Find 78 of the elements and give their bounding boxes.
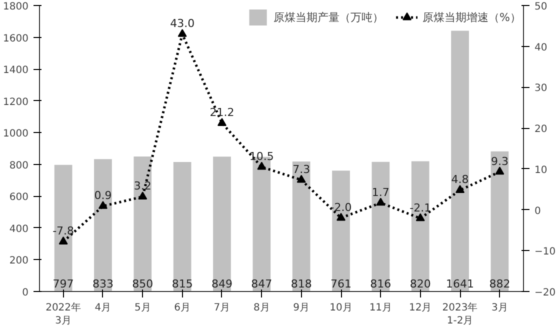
point [217,118,226,126]
x-tick-label: 11月 [369,302,392,314]
point [495,166,504,175]
data-label: -7.8 [52,224,74,238]
data-label: 833 [92,278,114,290]
data-label: -2.1 [410,201,432,214]
y-tick-label: 400 [9,224,29,235]
data-label: 815 [172,278,193,290]
data-label: 761 [330,278,352,290]
bar [94,159,112,292]
data-label: 850 [132,278,154,290]
data-label: 9.3 [490,154,508,168]
x-tick-label: 5月 [134,302,151,314]
bar [134,156,152,292]
y2-tick-label: −20 [534,288,556,298]
y2-tick-label: 10 [534,164,548,176]
point [416,213,425,222]
x-tick-label: 2022年 3月 [46,302,82,327]
y-tick-label: 600 [9,192,29,204]
x-tick-label: 7月 [214,302,230,314]
data-label: 816 [370,278,392,290]
y2-tick-label: 40 [534,42,548,54]
y2-tick-label: 50 [534,2,548,12]
x-tick-label: 10月 [330,302,352,314]
y-tick-label: 1000 [3,128,29,140]
y-tick-label: 200 [9,256,29,267]
point [336,212,346,221]
data-label: 818 [290,278,312,290]
x-tick-label: 12月 [408,302,432,314]
point [257,162,266,170]
data-label: 7.3 [292,162,310,176]
data-label: 0.9 [94,189,112,202]
y2-tick-label: 30 [534,83,548,94]
data-label: 21.2 [210,106,234,120]
data-label: 882 [489,278,510,290]
x-tick-label: 4月 [94,302,112,314]
bar [292,162,310,292]
legend-label: 原煤当期增速（%） [422,10,521,24]
bar [372,162,390,292]
point [456,185,465,193]
x-tick-label: 2023年 1-2月 [442,302,478,327]
point [98,200,108,209]
point [138,192,148,200]
point [58,236,68,244]
y-tick-label: 0 [22,288,29,298]
bar [213,156,231,292]
data-label: 3.2 [134,180,152,193]
bar [54,164,72,292]
point [178,28,187,37]
bar [490,151,509,292]
legend-label: 原煤当期产量（万吨） [274,10,384,24]
point [376,198,386,206]
data-label: 1641 [446,278,474,290]
y-tick-label: 800 [9,160,29,172]
bar [411,161,430,292]
data-label: -2.0 [330,200,352,214]
data-label: 10.5 [249,150,274,163]
y-tick-label: 1200 [3,96,29,108]
y-tick-label: 1400 [3,65,29,76]
y2-tick-label: 0 [534,206,541,217]
data-label: 43.0 [170,17,195,30]
data-label: 849 [211,278,232,290]
y2-tick-label: 20 [534,124,548,136]
x-tick-label: 6月 [174,302,191,314]
y-tick-label: 1800 [3,2,29,12]
data-label: 820 [410,278,431,290]
data-label: 847 [251,278,272,290]
data-label: 797 [52,278,74,290]
x-tick-label: 9月 [293,302,310,314]
bar [173,162,192,292]
point [296,174,306,183]
x-tick-label: 3月 [492,302,508,314]
y-tick-label: 1600 [3,33,29,44]
y2-tick-label: −10 [534,246,556,258]
data-label: 4.8 [451,173,469,186]
bar [332,170,350,292]
x-tick-label: 8月 [253,302,270,314]
data-label: 1.7 [372,186,390,199]
